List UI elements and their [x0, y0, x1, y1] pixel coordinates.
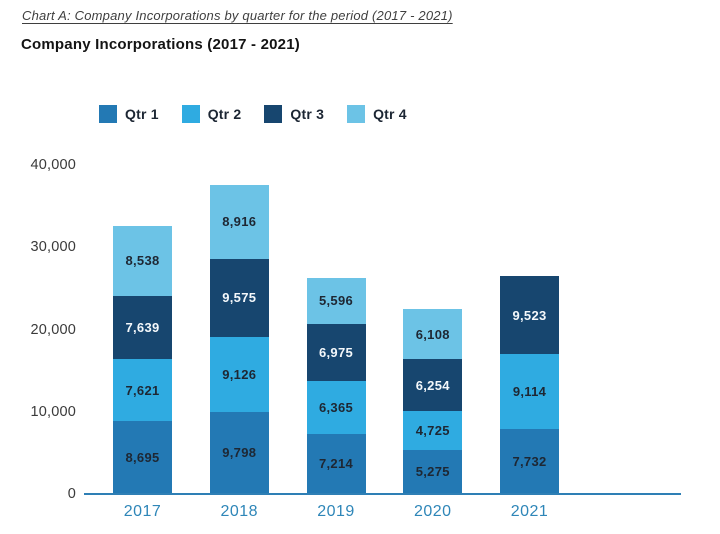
legend-swatch-qtr-2 [181, 105, 200, 123]
legend-label-qtr-4: Qtr 4 [373, 106, 407, 122]
bar-value-label-2019-qtr-2: 6,365 [318, 399, 354, 415]
legend-item-qtr-4: Qtr 4 [347, 105, 407, 123]
legend-label-qtr-3: Qtr 3 [290, 106, 325, 122]
bar-segment-2017-qtr-2: 7,621 [113, 358, 172, 422]
x-axis-label-2019: 2019 [317, 503, 355, 520]
bar-segment-2021-qtr-1: 7,732 [500, 429, 559, 493]
bar-segment-2018-qtr-3: 9,575 [209, 258, 269, 338]
bar-segment-2017-qtr-4: 8,538 [113, 225, 172, 296]
bar-value-label-2020-qtr-3: 6,254 [415, 377, 450, 393]
bar-value-label-2021-qtr-1: 7,732 [512, 453, 547, 469]
y-axis-tick-20000: 20,000 [30, 321, 76, 338]
bar-value-label-2020-qtr-4: 6,108 [415, 326, 450, 342]
bar-value-label-2020-qtr-2: 4,725 [415, 422, 450, 438]
y-axis-tick-30000: 30,000 [30, 239, 76, 256]
bar-segment-2017-qtr-1: 8,695 [113, 421, 172, 493]
bar-segment-2020-qtr-1: 5,275 [403, 449, 463, 493]
bar-value-label-2017-qtr-4: 8,538 [125, 253, 160, 269]
bar-segment-2018-qtr-4: 8,916 [209, 185, 269, 259]
bar-value-label-2018-qtr-1: 9,798 [222, 445, 257, 461]
legend-item-qtr-2: Qtr 2 [181, 105, 242, 123]
bar-segment-2019-qtr-4: 5,596 [306, 277, 366, 324]
legend-swatch-qtr-1 [99, 105, 117, 123]
x-axis-label-2017: 2017 [123, 503, 162, 520]
legend-item-qtr-3: Qtr 3 [264, 105, 324, 123]
bar-segment-2020-qtr-3: 6,254 [403, 359, 463, 411]
bar-value-label-2017-qtr-1: 8,695 [125, 449, 160, 465]
x-axis-label-2018: 2018 [220, 503, 259, 520]
bar-segment-2019-qtr-2: 6,365 [306, 381, 366, 434]
bar-segment-2020-qtr-2: 4,725 [403, 410, 463, 450]
legend-label-qtr-2: Qtr 2 [207, 106, 242, 122]
x-axis-label-2020: 2020 [413, 503, 452, 520]
bar-segment-2020-qtr-4: 6,108 [403, 309, 463, 360]
bar-segment-2019-qtr-3: 6,975 [306, 323, 366, 382]
bar-segment-2018-qtr-1: 9,798 [209, 412, 269, 493]
y-axis-tick-40000: 40,000 [30, 157, 76, 173]
y-axis-tick-0: 0 [67, 486, 76, 502]
bar-value-label-2020-qtr-1: 5,275 [415, 463, 450, 479]
bar-segment-2021-qtr-3: 9,523 [500, 276, 559, 355]
bar-segment-2018-qtr-2: 9,126 [209, 337, 269, 413]
bar-value-label-2018-qtr-2: 9,126 [222, 367, 257, 383]
bar-value-label-2018-qtr-3: 9,575 [222, 290, 257, 306]
x-axis-line [84, 493, 681, 495]
legend-swatch-qtr-4 [347, 105, 366, 123]
bar-value-label-2017-qtr-2: 7,621 [125, 382, 160, 398]
bar-value-label-2019-qtr-1: 7,214 [318, 455, 354, 471]
bar-value-label-2021-qtr-2: 9,114 [512, 384, 547, 400]
chart-caption: Chart A: Company Incorporations by quart… [22, 8, 453, 23]
bar-value-label-2019-qtr-4: 5,596 [318, 293, 354, 309]
bar-segment-2017-qtr-3: 7,639 [113, 295, 172, 359]
bar-value-label-2017-qtr-3: 7,639 [125, 319, 160, 335]
bar-value-label-2018-qtr-4: 8,916 [222, 214, 257, 230]
legend-item-qtr-1: Qtr 1 [99, 105, 159, 123]
legend-swatch-qtr-3 [264, 105, 283, 123]
chart-legend: Qtr 1 Qtr 2 Qtr 3 Qtr 4 [99, 105, 407, 123]
x-axis-label-2021: 2021 [510, 503, 549, 520]
chart-title: Company Incorporations (2017 - 2021) [21, 36, 300, 53]
bar-value-label-2019-qtr-3: 6,975 [318, 345, 354, 361]
y-axis-tick-10000: 10,000 [30, 403, 76, 420]
bar-segment-2019-qtr-1: 7,214 [306, 433, 366, 493]
bar-segment-2021-qtr-2: 9,114 [500, 354, 559, 430]
legend-label-qtr-1: Qtr 1 [125, 106, 159, 122]
bar-value-label-2021-qtr-3: 9,523 [512, 307, 547, 323]
